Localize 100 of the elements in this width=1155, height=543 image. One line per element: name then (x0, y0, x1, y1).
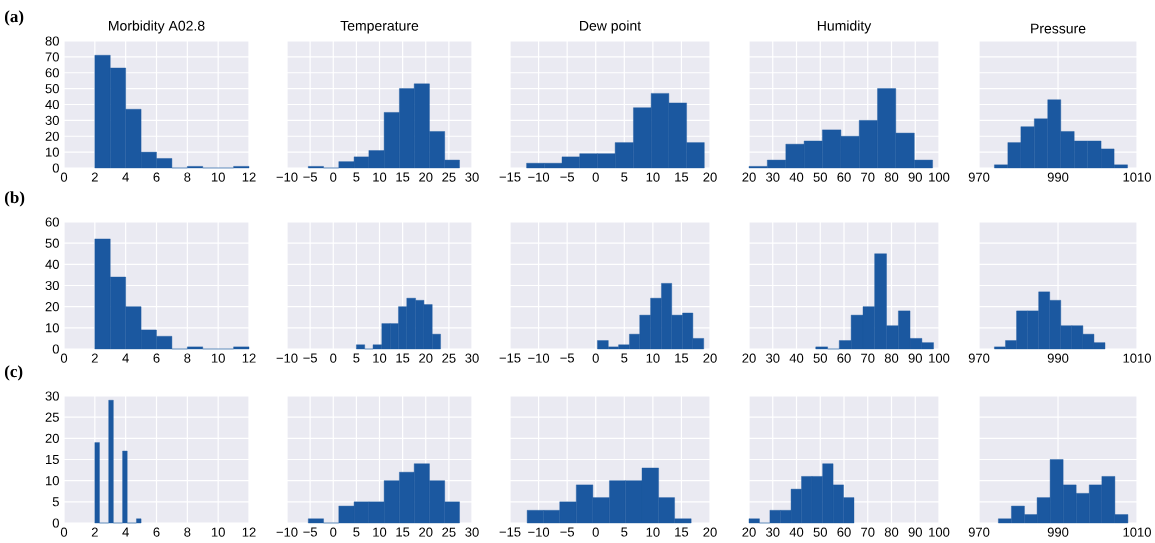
chart-title: Morbidity A02.8 (109, 20, 205, 34)
y-tick-label: 15 (46, 454, 59, 465)
x-tick-label: 4 (122, 527, 129, 537)
x-tick-label: 0 (330, 527, 337, 537)
x-tick-label: −10 (276, 527, 298, 537)
x-tick-label: 10 (646, 527, 660, 537)
x-tick-label: 20 (419, 527, 433, 537)
x-tick-label: 0 (60, 172, 68, 182)
chart-title: Temperature (340, 20, 419, 34)
x-tick-label: 70 (861, 172, 875, 182)
x-tick-label: 5 (353, 527, 360, 537)
x-tick-label: 10 (211, 172, 225, 182)
x-tick-label: 12 (242, 172, 256, 182)
y-tick-label: 0 (52, 518, 59, 528)
y-tick-label: 10 (46, 147, 59, 157)
x-tick-label: 20 (419, 353, 433, 363)
y-tick-label: 40 (45, 99, 59, 110)
x-tick-label: 6 (153, 172, 160, 182)
x-tick-label: 90 (908, 527, 922, 537)
x-tick-label: 25 (442, 353, 456, 363)
x-tick-label: 30 (766, 527, 780, 537)
chart-title: Pressure (1031, 23, 1086, 34)
y-tick-label: 10 (46, 476, 59, 486)
chart-title: Dew point (580, 20, 642, 34)
x-tick-label: 80 (884, 353, 899, 363)
x-tick-label: 8 (184, 353, 191, 363)
chart-title: Humidity (817, 20, 872, 34)
x-tick-label: 50 (813, 527, 827, 537)
x-tick-label: 5 (621, 172, 628, 182)
x-tick-label: 90 (908, 172, 922, 182)
x-tick-label: −10 (528, 527, 550, 537)
x-tick-label: 12 (242, 353, 256, 363)
y-tick-label: 5 (52, 497, 59, 507)
x-tick-label: 10 (211, 527, 225, 537)
x-tick-label: 60 (837, 527, 851, 537)
x-tick-label: 970 (968, 527, 990, 537)
x-tick-label: −5 (560, 353, 575, 363)
x-tick-label: 5 (353, 172, 360, 182)
y-tick-label: 30 (45, 280, 59, 291)
x-tick-label: 0 (330, 172, 337, 182)
x-tick-label: 25 (442, 527, 456, 537)
x-tick-label: 30 (766, 172, 780, 182)
x-tick-label: 10 (211, 353, 225, 363)
x-tick-label: 70 (861, 353, 875, 363)
x-tick-label: 0 (592, 527, 599, 537)
x-tick-label: 0 (330, 353, 337, 363)
x-tick-label: 15 (396, 172, 410, 182)
x-tick-label: 5 (621, 527, 628, 537)
x-tick-label: 990 (1047, 353, 1069, 363)
x-tick-label: 25 (442, 172, 456, 182)
x-tick-label: −5 (303, 527, 317, 537)
x-tick-label: 0 (60, 527, 68, 537)
x-tick-label: 20 (742, 172, 756, 182)
x-tick-label: 100 (929, 353, 950, 363)
x-tick-label: 40 (789, 172, 804, 182)
y-tick-label: 50 (45, 238, 59, 248)
x-tick-label: −15 (499, 172, 521, 182)
y-tick-label: 0 (52, 163, 59, 173)
x-tick-label: 50 (813, 353, 827, 363)
x-tick-label: 990 (1047, 172, 1069, 182)
x-tick-label: 970 (968, 172, 990, 182)
text: (a) (4, 10, 24, 26)
text: (b) (4, 191, 25, 207)
x-tick-label: −15 (499, 527, 521, 537)
x-tick-label: 20 (703, 172, 717, 182)
y-tick-label: 70 (45, 52, 59, 62)
x-tick-label: 970 (968, 353, 990, 363)
x-tick-label: 50 (813, 172, 827, 182)
x-tick-label: 100 (929, 527, 950, 537)
x-tick-label: 2 (91, 172, 98, 182)
x-tick-label: 40 (789, 353, 804, 363)
text: (c) (4, 365, 23, 381)
x-tick-label: 4 (122, 353, 129, 363)
x-tick-label: 0 (592, 172, 599, 182)
x-tick-label: −10 (528, 172, 550, 182)
x-tick-label: −15 (499, 353, 521, 363)
x-tick-label: 6 (153, 527, 160, 537)
x-tick-label: 6 (153, 353, 160, 363)
x-tick-label: 1010 (1123, 172, 1151, 182)
x-tick-label: 10 (373, 527, 387, 537)
x-tick-label: 1010 (1123, 353, 1151, 363)
x-tick-label: −5 (560, 527, 575, 537)
x-tick-label: 4 (122, 172, 129, 182)
x-tick-label: 60 (837, 353, 851, 363)
x-tick-label: 20 (742, 353, 756, 363)
y-tick-label: 20 (45, 131, 59, 141)
x-tick-label: 20 (703, 527, 717, 537)
x-tick-label: −10 (528, 353, 550, 363)
x-tick-label: −10 (276, 353, 298, 363)
x-tick-label: 60 (837, 172, 851, 182)
y-tick-label: 20 (45, 433, 59, 443)
x-tick-label: −5 (560, 172, 575, 182)
x-tick-label: −5 (303, 172, 317, 182)
x-tick-label: 15 (396, 527, 410, 537)
x-tick-label: 100 (929, 172, 950, 182)
x-tick-label: 20 (703, 353, 717, 363)
x-tick-label: 0 (592, 353, 599, 363)
x-tick-label: 10 (373, 353, 387, 363)
y-tick-label: 25 (45, 412, 59, 422)
x-tick-label: 30 (465, 172, 479, 182)
